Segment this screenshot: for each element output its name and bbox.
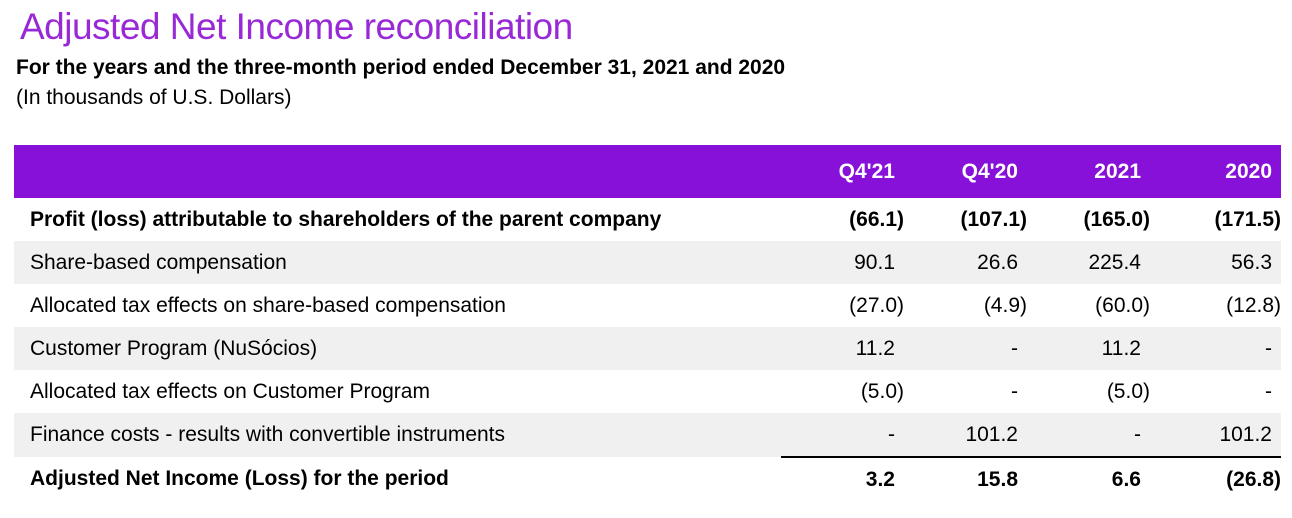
cell-value-text: 225.4 bbox=[1088, 250, 1141, 274]
cell-value: (12.8) bbox=[1150, 284, 1281, 327]
cell-value: (26.8) bbox=[1150, 457, 1281, 501]
cell-value-text: (165.0) bbox=[1083, 207, 1150, 231]
cell-value-text: - bbox=[1265, 379, 1272, 403]
cell-value: (60.0) bbox=[1027, 284, 1150, 327]
cell-value-text: (66.1) bbox=[849, 207, 904, 231]
cell-value: 11.2 bbox=[781, 327, 904, 370]
table-row: Profit (loss) attributable to shareholde… bbox=[14, 198, 1281, 241]
cell-value: (5.0) bbox=[781, 370, 904, 413]
cell-value-text: (26.8) bbox=[1226, 467, 1281, 491]
table-row: Adjusted Net Income (Loss) for the perio… bbox=[14, 457, 1281, 501]
row-label: Adjusted Net Income (Loss) for the perio… bbox=[30, 467, 449, 490]
column-header-spacer bbox=[14, 145, 781, 198]
cell-value: (4.9) bbox=[904, 284, 1027, 327]
row-label: Customer Program (NuSócios) bbox=[14, 327, 781, 370]
cell-value: (165.0) bbox=[1027, 198, 1150, 241]
cell-value: 26.6 bbox=[904, 241, 1027, 284]
cell-value-text: (107.1) bbox=[960, 207, 1027, 231]
cell-value-text: (27.0) bbox=[849, 293, 904, 317]
table-row: Finance costs - results with convertible… bbox=[14, 413, 1281, 458]
cell-value-text: - bbox=[1134, 422, 1141, 446]
cell-value-text: - bbox=[1011, 379, 1018, 403]
cell-value: 225.4 bbox=[1027, 241, 1150, 284]
table-header-row: Q4'21 Q4'20 2021 2020 bbox=[14, 145, 1281, 198]
cell-value-text: 101.2 bbox=[965, 422, 1018, 446]
column-header-1: Q4'20 bbox=[904, 145, 1027, 198]
unit-note: (In thousands of U.S. Dollars) bbox=[16, 86, 292, 109]
cell-value: 101.2 bbox=[904, 413, 1027, 458]
row-label: Profit (loss) attributable to shareholde… bbox=[30, 207, 662, 231]
cell-value: - bbox=[1150, 370, 1281, 413]
cell-value: (66.1) bbox=[781, 198, 904, 241]
cell-value-text: - bbox=[1011, 336, 1018, 360]
column-header-3: 2020 bbox=[1150, 145, 1281, 198]
cell-value: 6.6 bbox=[1027, 457, 1150, 501]
row-label: Finance costs - results with convertible… bbox=[14, 413, 781, 457]
cell-value-text: 6.6 bbox=[1111, 467, 1141, 491]
table-row: Allocated tax effects on share-based com… bbox=[14, 284, 1281, 327]
cell-value-text: 101.2 bbox=[1219, 422, 1272, 446]
subtitle: For the years and the three-month period… bbox=[16, 56, 786, 79]
cell-value: 90.1 bbox=[781, 241, 904, 284]
cell-value-text: (5.0) bbox=[1106, 379, 1150, 403]
cell-value: - bbox=[781, 413, 904, 458]
cell-value-text: 11.2 bbox=[1101, 336, 1141, 360]
column-header-0: Q4'21 bbox=[781, 145, 904, 198]
cell-value-text: - bbox=[1265, 336, 1272, 360]
cell-value: - bbox=[1150, 327, 1281, 370]
cell-value: 11.2 bbox=[1027, 327, 1150, 370]
cell-value: 3.2 bbox=[781, 457, 904, 501]
cell-value: (27.0) bbox=[781, 284, 904, 327]
cell-value: - bbox=[904, 327, 1027, 370]
table-body: Profit (loss) attributable to shareholde… bbox=[14, 198, 1281, 501]
row-label: Share-based compensation bbox=[14, 241, 781, 284]
cell-value-text: (4.9) bbox=[983, 293, 1027, 317]
table-row: Share-based compensation 90.1 26.6 225.4 56.… bbox=[14, 241, 1281, 284]
cell-value-text: (171.5) bbox=[1214, 207, 1281, 231]
cell-value-text: (12.8) bbox=[1226, 293, 1281, 317]
page-title: Adjusted Net Income reconciliation bbox=[20, 6, 573, 47]
reconciliation-table: Q4'21 Q4'20 2021 2020 Profit (loss) attribu… bbox=[14, 145, 1281, 501]
row-label: Allocated tax effects on share-based com… bbox=[30, 293, 506, 317]
cell-value: 15.8 bbox=[904, 457, 1027, 501]
cell-value: - bbox=[904, 370, 1027, 413]
table-row: Customer Program (NuSócios) 11.2 - 11.2 - bbox=[14, 327, 1281, 370]
row-label: Allocated tax effects on Customer Progra… bbox=[30, 379, 430, 403]
cell-value-text: 11.2 bbox=[855, 336, 895, 360]
cell-value: (171.5) bbox=[1150, 198, 1281, 241]
cell-value: - bbox=[1027, 413, 1150, 458]
cell-value: (5.0) bbox=[1027, 370, 1150, 413]
cell-value-text: 3.2 bbox=[865, 467, 895, 491]
cell-value-text: (5.0) bbox=[860, 379, 904, 403]
cell-value: 101.2 bbox=[1150, 413, 1281, 458]
cell-value: (107.1) bbox=[904, 198, 1027, 241]
cell-value-text: 15.8 bbox=[977, 467, 1018, 491]
cell-value-text: 26.6 bbox=[977, 250, 1018, 274]
cell-value-text: (60.0) bbox=[1095, 293, 1150, 317]
cell-value-text: 56.3 bbox=[1231, 250, 1272, 274]
cell-value-text: 90.1 bbox=[854, 250, 895, 274]
table-row: Allocated tax effects on Customer Progra… bbox=[14, 370, 1281, 413]
cell-value-text: - bbox=[888, 422, 895, 446]
cell-value: 56.3 bbox=[1150, 241, 1281, 284]
column-header-2: 2021 bbox=[1027, 145, 1150, 198]
